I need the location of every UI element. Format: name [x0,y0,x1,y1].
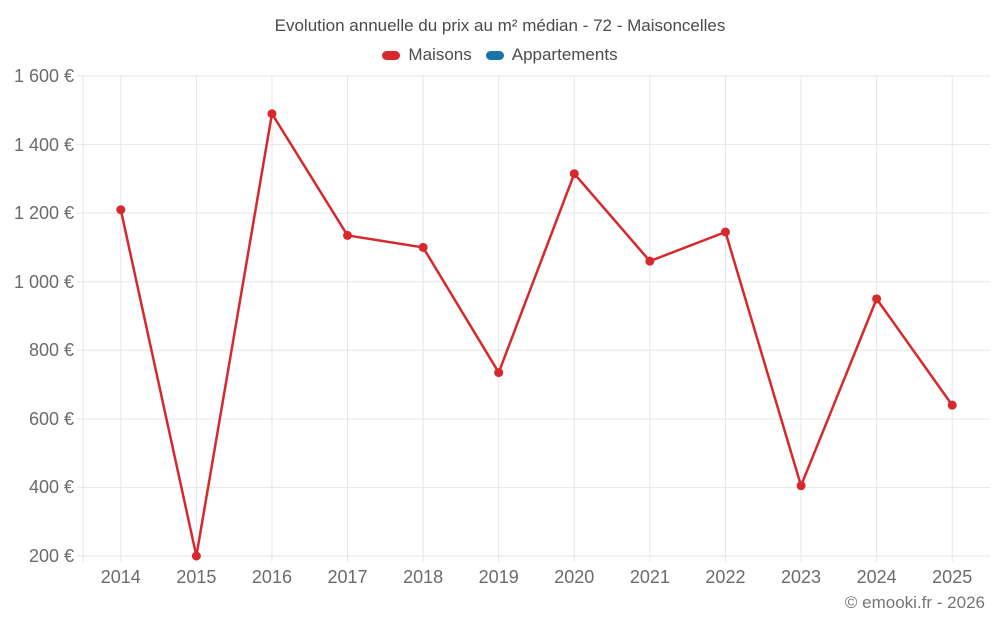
x-tick-label-2022: 2022 [705,567,746,587]
legend-item-maisons[interactable]: Maisons [382,45,472,65]
data-point-maisons-2023[interactable] [796,481,806,491]
y-tick-label-800: 800 € [28,340,74,361]
y-tick-label-200: 200 € [28,546,74,566]
data-point-maisons-2017[interactable] [343,230,353,240]
data-point-maisons-2020[interactable] [569,169,579,179]
data-point-maisons-2018[interactable] [418,242,428,252]
appartements-series-swatch-icon [485,50,504,60]
data-point-maisons-2021[interactable] [645,256,655,266]
legend: Maisons Appartements [0,45,1000,65]
y-tick-label-400: 400 € [28,477,74,498]
legend-label-maisons: Maisons [408,45,472,64]
y-tick-label-1000: 1 000 € [13,271,74,292]
data-point-maisons-2016[interactable] [267,109,277,119]
x-tick-label-2016: 2016 [251,567,292,587]
chart-title: Evolution annuelle du prix au m² médian … [274,16,726,35]
data-point-maisons-2022[interactable] [720,227,730,237]
x-tick-label-2024: 2024 [856,567,897,587]
data-point-maisons-2014[interactable] [116,205,126,215]
x-tick-label-2023: 2023 [781,567,822,587]
y-tick-label-1200: 1 200 € [13,203,74,224]
y-tick-label-1400: 1 400 € [13,134,74,155]
data-point-maisons-2019[interactable] [494,368,504,378]
x-tick-label-2020: 2020 [554,567,595,587]
data-point-maisons-2025[interactable] [947,400,957,410]
data-point-maisons-2015[interactable] [191,551,201,561]
y-tick-label-1600: 1 600 € [13,66,74,86]
x-tick-label-2017: 2017 [327,567,368,587]
x-tick-label-2019: 2019 [478,567,519,587]
y-tick-label-600: 600 € [28,408,74,429]
x-tick-label-2025: 2025 [932,567,973,587]
x-tick-label-2018: 2018 [403,567,444,587]
watermark: © emooki.fr - 2026 [844,593,985,612]
legend-item-appartements[interactable]: Appartements [485,45,618,65]
data-point-maisons-2024[interactable] [872,294,882,304]
x-tick-label-2015: 2015 [176,567,217,587]
maisons-series-swatch-icon [382,50,401,60]
x-tick-label-2021: 2021 [629,567,670,587]
x-tick-label-2014: 2014 [100,567,141,587]
series-line-maisons [119,112,954,558]
legend-label-appartements: Appartements [511,45,618,64]
